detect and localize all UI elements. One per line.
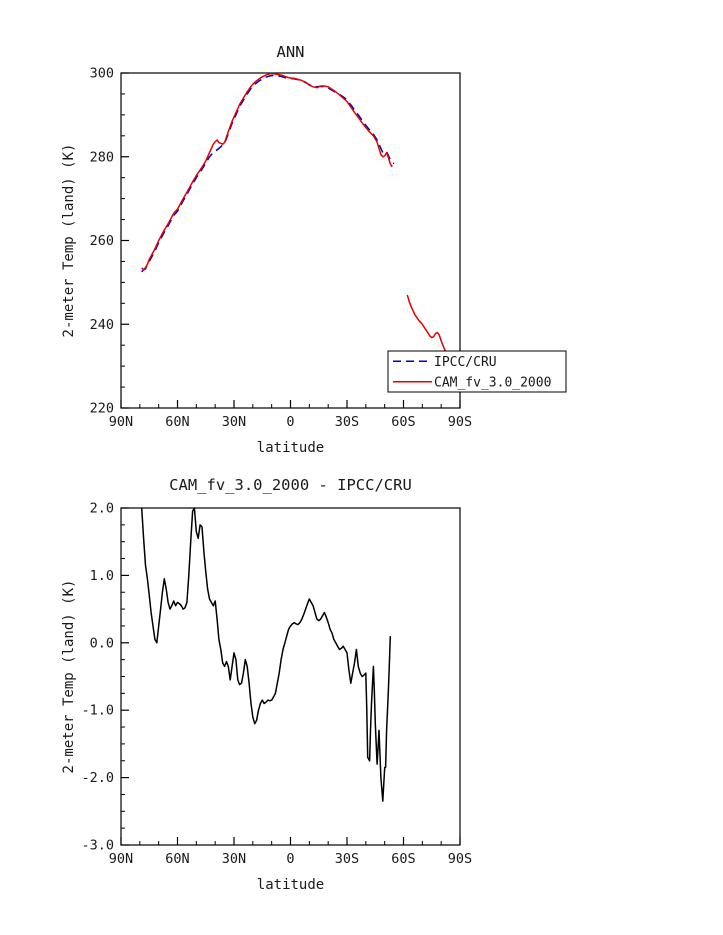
y-tick-label: -2.0 <box>81 770 114 786</box>
x-axis-label: latitude <box>257 877 324 893</box>
y-tick-label: 300 <box>90 66 114 82</box>
y-tick-label: 280 <box>90 149 114 165</box>
x-tick-label: 30N <box>222 414 246 430</box>
x-tick-label: 30S <box>335 414 359 430</box>
legend: IPCC/CRU CAM_fv_3.0_2000 <box>387 350 567 393</box>
plot-frame <box>120 507 461 846</box>
chart-ann: 90N 60N 30N 0 30S 60S 90S 220 240 260 280 300 ANN lat… <box>61 43 567 456</box>
series-cam-fv-3-0-2000-ipcc-cru-line <box>140 507 392 802</box>
x-tick-label: 90S <box>448 851 472 867</box>
x-tick-label: 30S <box>335 851 359 867</box>
y-axis-label: 2-meter Temp (land) (K) <box>61 580 77 774</box>
y-tick-label: 0.0 <box>90 635 114 651</box>
series-ipcc-cru-line <box>141 74 395 273</box>
y-tick-label: 1.0 <box>90 568 114 584</box>
series-cam-fv-3-0-2000-line <box>141 73 393 271</box>
x-tick-label: 30N <box>222 851 246 867</box>
x-tick-label: 0 <box>286 414 294 430</box>
y-tick-label: -1.0 <box>81 703 114 719</box>
x-tick-label: 90N <box>109 414 133 430</box>
legend-label-cam-fv-3-0-2000: CAM_fv_3.0_2000 <box>434 375 551 390</box>
y-tick-label: -3.0 <box>81 838 114 854</box>
legend-box <box>387 350 567 393</box>
chart-title: ANN <box>277 43 305 61</box>
x-tick-label: 60S <box>391 851 415 867</box>
x-tick-label: 60N <box>165 414 189 430</box>
legend-label-ipcc-cru: IPCC/CRU <box>434 355 497 370</box>
y-axis-label: 2-meter Temp (land) (K) <box>61 144 77 338</box>
x-tick-label: 60S <box>391 414 415 430</box>
chart-cam-fv-3-0-2000-ipcc-cru: 90N 60N 30N 0 30S 60S 90S 2.0 1.0 0.0 -1.0 -2.0 -3.0… <box>61 476 472 893</box>
x-tick-label: 0 <box>286 851 294 867</box>
y-tick-label: 2.0 <box>90 501 114 517</box>
x-tick-label: 90S <box>448 414 472 430</box>
y-tick-label: 240 <box>90 317 114 333</box>
x-tick-label: 90N <box>109 851 133 867</box>
y-tick-label: 220 <box>90 401 114 417</box>
x-tick-label: 60N <box>165 851 189 867</box>
x-axis-label: latitude <box>257 440 324 456</box>
y-tick-label: 260 <box>90 233 114 249</box>
chart-title: CAM_fv_3.0_2000 - IPCC/CRU <box>169 476 412 494</box>
